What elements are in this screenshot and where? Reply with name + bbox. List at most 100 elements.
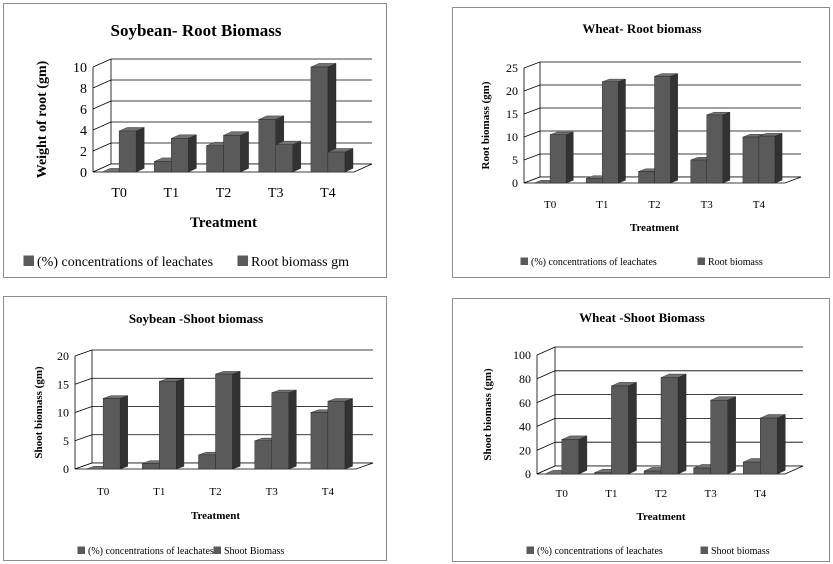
chart-wheat-shoot: Wheat -Shoot Biomass 0 20 40 60 80 100 T0 T1 T2 T3… (482, 310, 804, 557)
gridline-side (74, 434, 93, 442)
y-tick-label: 2 (80, 145, 87, 160)
x-tick-label: T2 (648, 199, 660, 211)
x-tick-label: T2 (216, 186, 232, 201)
bar-front (758, 135, 776, 184)
bar-front (586, 178, 603, 184)
y-tick-label: 10 (57, 406, 69, 420)
bar-front (643, 470, 662, 475)
y-tick-label: 25 (506, 61, 518, 75)
y-tick-label: 5 (512, 153, 518, 167)
legend-swatch (77, 546, 85, 554)
chart-title: Wheat -Shoot Biomass (579, 310, 705, 325)
x-tick-label: T0 (544, 199, 557, 211)
bar-front (654, 76, 671, 184)
bar-side (344, 148, 354, 173)
bar-front (327, 400, 346, 470)
bar-front (154, 161, 172, 173)
x-tick-label: T1 (596, 199, 608, 211)
y-tick-label: 5 (63, 434, 69, 448)
bar-shoot-biomass-t4 (760, 414, 786, 475)
y-tick-label: 10 (73, 61, 87, 76)
bar-front (710, 400, 728, 475)
gridline-side (92, 142, 112, 152)
chart-title: Soybean -Shoot biomass (129, 311, 263, 326)
gridline-side (523, 153, 541, 161)
gridline-side (536, 346, 556, 356)
y-tick-label: 6 (80, 103, 87, 118)
bar-side (292, 140, 301, 173)
gridline-side (92, 100, 112, 110)
bar-front (660, 377, 679, 475)
bar-front (602, 81, 619, 184)
y-axis-label: Shoot biomass (gm) (33, 366, 45, 459)
x-tick-label: T3 (701, 199, 714, 211)
chart-soybean-shoot: Soybean -Shoot biomass 0 5 10 15 20 T0 T1 T2 T3 T4… (33, 311, 374, 557)
bar-shoot-biomass-t2 (660, 373, 687, 475)
gridline-side (74, 349, 93, 357)
bar-front (142, 463, 160, 470)
bar-side (119, 395, 128, 470)
chart-panel-soybean-shoot: Soybean -Shoot biomass 0 5 10 15 20 T0 T1 T2 T3 T4… (3, 296, 387, 561)
y-tick-label: 15 (57, 377, 69, 391)
x-axis-label: Treatment (191, 510, 240, 522)
bar-shoot-biomass-t4 (327, 398, 353, 470)
x-axis-label: Treatment (636, 511, 685, 523)
bar-shoot-biomass-t0 (561, 435, 588, 475)
bar-front (206, 145, 224, 173)
legend-swatch (237, 255, 248, 266)
gridline-side (74, 406, 93, 413)
x-tick-label: T0 (556, 488, 569, 500)
x-tick-label: T4 (320, 186, 336, 201)
x-tick-label: T0 (111, 186, 127, 201)
bar-front (118, 130, 137, 173)
bar-root-biomass-gm-t3 (275, 140, 301, 173)
y-tick-label: 10 (506, 130, 518, 144)
gridline-side (74, 377, 93, 385)
chart-panel-soybean-root: Soybean- Root Biomass 0 2 4 6 8 10 T0 T1 T2 T3 T4 Tr… (3, 3, 387, 278)
bar-root-biomass-t3 (706, 111, 731, 184)
bar-front (254, 440, 272, 470)
legend-label: Root biomass gm (251, 255, 349, 270)
bar-front (310, 412, 329, 470)
bar-front (171, 138, 189, 173)
x-tick-label: T2 (655, 488, 667, 500)
bar-front (611, 385, 629, 475)
bar-side (565, 131, 574, 184)
y-axis-label: Root biomass (gm) (480, 81, 492, 169)
bar-root-biomass-gm-t2 (223, 131, 249, 173)
bar-front (271, 392, 289, 470)
legend-label: (%) concentrations of leachates (537, 546, 663, 557)
legend-swatch (520, 257, 528, 265)
y-tick-label: 60 (519, 396, 531, 410)
chart-wheat-root: Wheat- Root biomass 0 5 10 15 20 25 T0 T1 T2 T3 T4 T… (480, 21, 802, 268)
y-axis-label: Shoot biomass (gm) (482, 368, 494, 461)
bar-shoot-biomass-t2 (215, 371, 241, 470)
x-axis-label: Treatment (630, 222, 679, 234)
y-axis-label: Weight of root (gm) (35, 60, 50, 178)
bar-root-biomass-gm-t1 (171, 134, 197, 173)
gridline-side (92, 79, 112, 89)
x-tick-label: T4 (754, 488, 767, 500)
bar-side (288, 389, 297, 470)
legend-label: (%) concentrations of leachates (88, 546, 214, 557)
chart-title: Wheat- Root biomass (582, 21, 701, 36)
legend-swatch (213, 546, 221, 554)
bar-front (327, 151, 346, 173)
legend-swatch (697, 257, 705, 265)
gridline-side (523, 130, 541, 138)
bar-front (549, 134, 567, 184)
legend-label: Shoot Biomass (224, 546, 284, 557)
bar-side (232, 371, 241, 470)
bar-root-biomass-t1 (602, 78, 626, 184)
bar-side (188, 134, 197, 173)
gridline-side (536, 370, 556, 380)
gridline-side (523, 107, 541, 115)
bar-front (223, 135, 241, 173)
bar-front (706, 114, 723, 184)
x-tick-label: T2 (209, 486, 221, 498)
x-tick-label: T4 (322, 486, 335, 498)
x-axis-label: Treatment (190, 215, 257, 231)
x-tick-label: T0 (97, 486, 110, 498)
bar-side (618, 78, 626, 184)
bar-front (258, 119, 276, 173)
